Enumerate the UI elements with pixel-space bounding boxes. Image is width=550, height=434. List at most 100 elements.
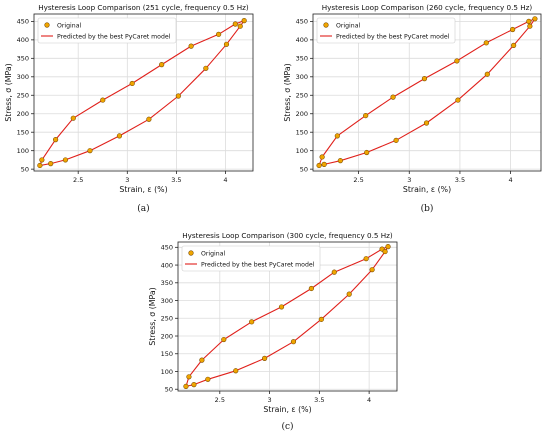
y-tick-label: 450 bbox=[296, 18, 308, 26]
chart-panel-c: 2.5 3 3.5 450100150200250300350400450Origin… bbox=[148, 231, 398, 432]
y-tick-label: 200 bbox=[17, 110, 29, 118]
original-data-point bbox=[129, 80, 135, 87]
original-data-point bbox=[369, 267, 375, 273]
original-data-point bbox=[62, 157, 69, 163]
legend: Original Predicted by the best PyCaret mo… bbox=[316, 17, 456, 44]
y-tick-label: 100 bbox=[296, 147, 308, 155]
original-data-point bbox=[87, 148, 93, 154]
original-data-point bbox=[511, 42, 517, 49]
legend-label-predicted: Predicted by the best PyCaret model bbox=[336, 33, 450, 40]
y-tick-label: 300 bbox=[296, 73, 308, 81]
legend-marker-original bbox=[323, 22, 329, 28]
y-tick-label: 450 bbox=[161, 244, 173, 252]
original-data-point bbox=[337, 158, 343, 164]
y-tick-label: 250 bbox=[17, 92, 29, 100]
y-axis-label: Stress, σ (MPa) bbox=[4, 63, 13, 121]
original-data-point bbox=[346, 291, 352, 297]
original-data-point bbox=[331, 269, 337, 275]
y-tick-label: 150 bbox=[296, 129, 308, 137]
y-tick-label: 200 bbox=[296, 110, 308, 118]
original-data-point bbox=[233, 368, 239, 374]
y-tick-label: 300 bbox=[161, 297, 173, 305]
chart-title: Hysteresis Loop Comparison (260 cycle, f… bbox=[322, 3, 533, 12]
original-data-point bbox=[532, 16, 538, 22]
x-axis-label: Strain, ε (%) bbox=[403, 185, 451, 194]
original-data-point bbox=[188, 43, 194, 49]
original-data-point bbox=[100, 97, 106, 103]
y-tick-label: 400 bbox=[296, 36, 308, 44]
x-tick-label: 3 bbox=[407, 176, 411, 184]
chart-panel-b: 2.5 3 3.5 450100150200250300350400450Origin… bbox=[283, 3, 542, 214]
original-data-point bbox=[53, 137, 59, 143]
original-data-point bbox=[146, 116, 152, 122]
x-tick-label: 4 bbox=[367, 396, 371, 404]
original-data-point bbox=[183, 383, 189, 389]
original-data-point bbox=[421, 76, 428, 82]
original-data-point bbox=[203, 65, 209, 71]
original-data-point bbox=[364, 149, 370, 156]
axes-frame bbox=[33, 13, 254, 172]
original-data-point bbox=[223, 41, 230, 47]
original-data-point bbox=[191, 382, 197, 388]
original-data-point bbox=[48, 161, 54, 167]
legend-label-original: Original bbox=[201, 250, 225, 257]
legend-box bbox=[37, 17, 177, 44]
panel-label: (b) bbox=[421, 203, 434, 214]
legend-box bbox=[181, 245, 321, 272]
original-data-point bbox=[423, 120, 430, 126]
chart-title: Hysteresis Loop Comparison (300 cycle, f… bbox=[182, 231, 393, 240]
original-data-point bbox=[241, 18, 247, 24]
x-tick-label: 2.5 bbox=[353, 176, 363, 184]
original-data-point bbox=[321, 161, 327, 167]
y-tick-label: 50 bbox=[300, 165, 308, 173]
y-tick-label: 150 bbox=[161, 350, 173, 358]
x-tick-label: 3.5 bbox=[171, 176, 181, 184]
original-data-point bbox=[290, 339, 297, 345]
y-tick-label: 250 bbox=[296, 92, 308, 100]
original-data-point bbox=[319, 154, 325, 160]
original-data-point bbox=[232, 21, 238, 27]
legend-label-original: Original bbox=[57, 22, 81, 29]
x-axis-label: Strain, ε (%) bbox=[119, 185, 167, 194]
axes-frame bbox=[177, 241, 398, 392]
original-data-point bbox=[116, 133, 123, 139]
x-tick-label: 3.5 bbox=[314, 396, 324, 404]
y-tick-label: 400 bbox=[161, 261, 173, 269]
y-axis-label: Stress, σ (MPa) bbox=[148, 287, 157, 345]
original-data-point bbox=[70, 115, 76, 121]
original-data-point bbox=[483, 40, 489, 46]
x-axis-label: Strain, ε (%) bbox=[263, 405, 311, 414]
original-data-point bbox=[390, 94, 396, 100]
y-tick-label: 100 bbox=[161, 368, 173, 376]
original-data-point bbox=[237, 23, 243, 29]
legend-marker-original bbox=[188, 250, 194, 256]
legend-label-predicted: Predicted by the best PyCaret model bbox=[201, 261, 315, 268]
chart-panel-a: 2.5 3 3.5 450100150200250300350400450Origin… bbox=[4, 3, 254, 214]
legend-box bbox=[316, 17, 456, 44]
original-data-point bbox=[318, 316, 324, 322]
original-data-point bbox=[216, 31, 222, 37]
legend: Original Predicted by the best PyCaret mo… bbox=[181, 245, 321, 272]
original-data-point bbox=[37, 162, 43, 169]
y-tick-label: 300 bbox=[17, 73, 29, 81]
original-data-point bbox=[308, 285, 314, 292]
y-tick-label: 200 bbox=[161, 332, 173, 340]
x-tick-label: 2.5 bbox=[73, 176, 83, 184]
x-tick-label: 3 bbox=[268, 396, 272, 404]
legend-marker-original bbox=[44, 22, 50, 28]
original-data-point bbox=[527, 23, 533, 29]
original-data-point bbox=[278, 304, 285, 310]
y-tick-label: 100 bbox=[17, 147, 29, 155]
original-data-point bbox=[199, 357, 205, 363]
original-data-point bbox=[159, 62, 165, 68]
legend: Original Predicted by the best PyCaret mo… bbox=[37, 17, 177, 44]
original-data-point bbox=[455, 97, 461, 103]
original-data-point bbox=[221, 336, 227, 343]
original-data-point bbox=[526, 18, 532, 24]
panel-label: (c) bbox=[281, 421, 293, 432]
y-tick-label: 450 bbox=[17, 18, 29, 26]
x-tick-label: 4 bbox=[509, 176, 513, 184]
original-data-point bbox=[484, 71, 490, 77]
original-data-point bbox=[186, 374, 192, 380]
